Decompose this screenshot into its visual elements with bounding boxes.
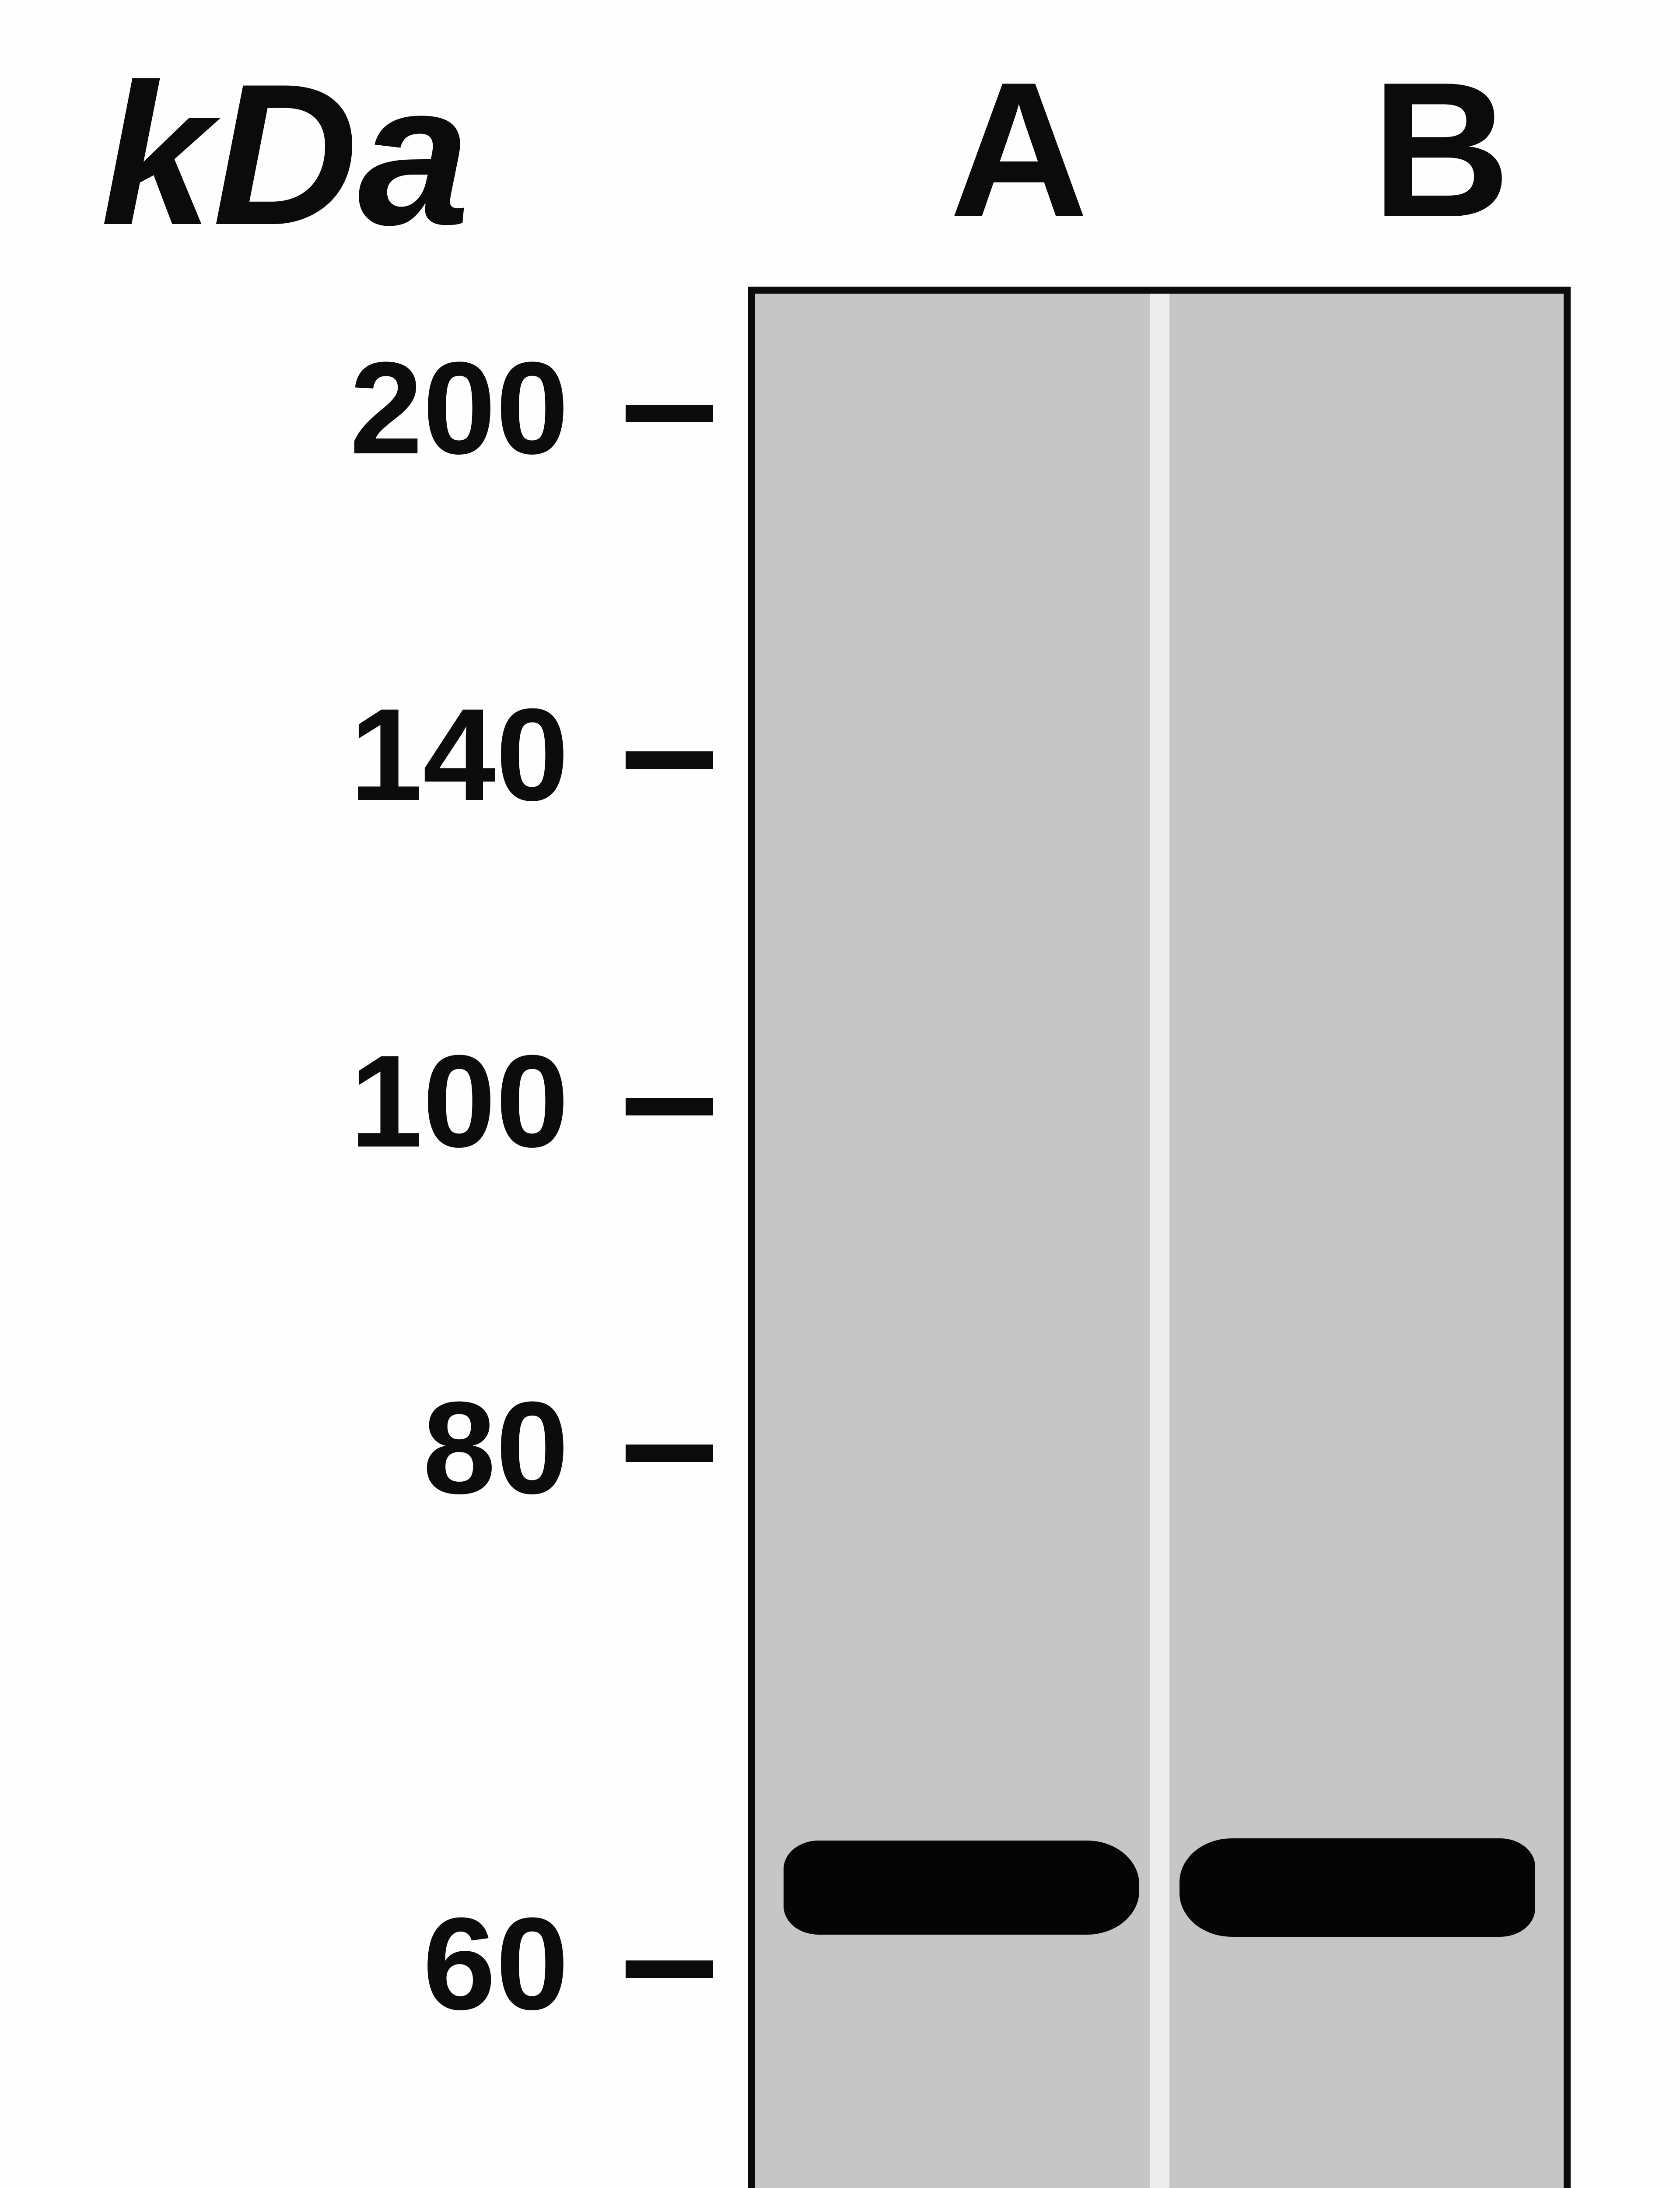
- axis-unit-label: kDa: [101, 39, 470, 270]
- band-lane-a: [784, 1841, 1139, 1935]
- tick-100-mark: [626, 1098, 713, 1115]
- tick-200-label: 200: [0, 332, 569, 484]
- tick-80-label: 80: [0, 1372, 569, 1523]
- tick-140-label: 140: [0, 679, 569, 830]
- tick-60-mark: [626, 1960, 713, 1978]
- lane-a-label: A: [949, 39, 1088, 260]
- western-blot-panel: [748, 287, 1571, 2188]
- tick-140-mark: [626, 751, 713, 769]
- page-root: kDa A B 200 140 100 80 60 50 40 30 20: [0, 0, 1680, 2188]
- tick-100-label: 100: [0, 1025, 569, 1177]
- lane-separator: [1150, 294, 1169, 2188]
- tick-200-mark: [626, 405, 713, 422]
- tick-60-label: 60: [0, 1888, 569, 2039]
- tick-80-mark: [626, 1445, 713, 1462]
- lane-b-label: B: [1372, 39, 1511, 260]
- band-lane-b: [1180, 1838, 1535, 1937]
